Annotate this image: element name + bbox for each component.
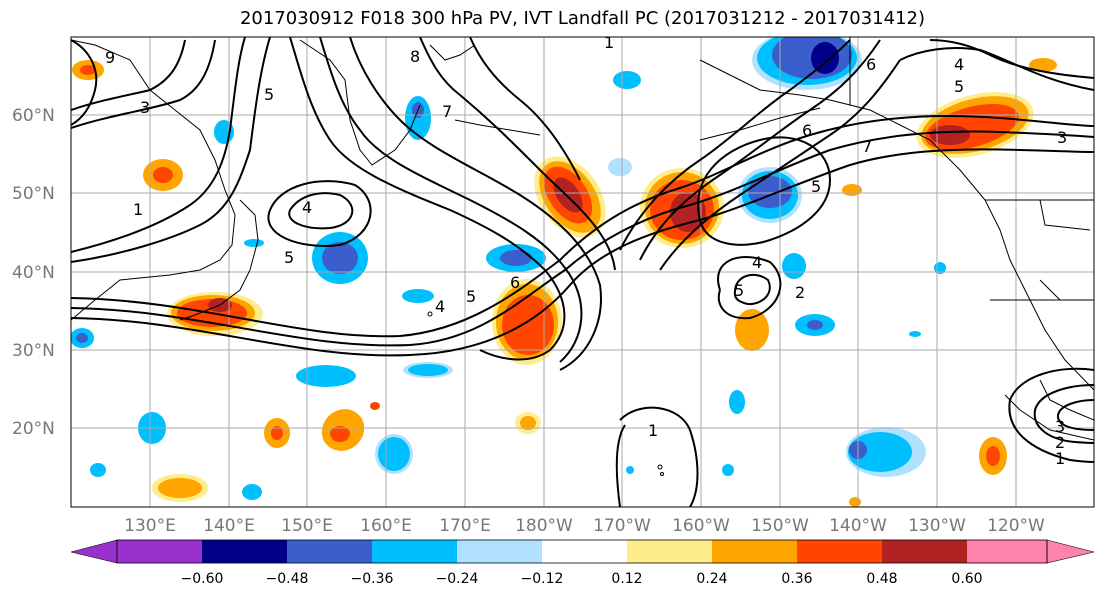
contour-label: 4 — [435, 297, 445, 316]
pv-contours — [71, 37, 1094, 507]
contour-label: 4 — [752, 253, 762, 272]
contour-label: 3 — [1055, 417, 1065, 436]
contour-label: 8 — [410, 47, 420, 66]
lon-label: 130°W — [908, 516, 966, 536]
contour-label: 1 — [1055, 449, 1065, 468]
contour-label: 6 — [866, 55, 876, 74]
colorbar-extend-high — [1046, 539, 1095, 564]
lon-label: 160°E — [360, 516, 412, 536]
contour-label: 5 — [284, 248, 294, 267]
colorbar-tick-label: −0.12 — [521, 571, 564, 587]
contour-label: 6 — [802, 121, 812, 140]
lat-label: 20°N — [12, 419, 55, 439]
lon-label: 160°W — [672, 516, 730, 536]
colorbar-tick-label: 0.60 — [951, 571, 982, 587]
colorbar-swatch — [797, 540, 882, 563]
colorbar-tick-label: −0.24 — [436, 571, 479, 587]
lon-label: 170°E — [439, 516, 491, 536]
colorbar-extend-low — [70, 539, 118, 564]
lon-label: 140°E — [203, 516, 255, 536]
contour-label: 5 — [954, 77, 964, 96]
colorbar-swatch — [712, 540, 797, 563]
contour-label: 1 — [133, 200, 143, 219]
contour-label: 4 — [954, 55, 964, 74]
contour-labels: 1 1 1 1 2 2 3 3 3 4 4 4 4 5 5 5 5 5 5 6 … — [105, 33, 1067, 468]
lon-label: 170°W — [593, 516, 651, 536]
longitude-labels: 130°E 140°E 150°E 160°E 170°E 180°W 170°… — [124, 516, 1045, 536]
lat-label: 30°N — [12, 341, 55, 361]
lat-label: 60°N — [12, 106, 55, 126]
contour-label: 7 — [442, 102, 452, 121]
contour-label: 3 — [140, 98, 150, 117]
contour-label: 6 — [510, 273, 520, 292]
lon-label: 120°W — [987, 516, 1045, 536]
map-title: 2017030912 F018 300 hPa PV, IVT Landfall… — [239, 8, 926, 29]
colorbar-swatch — [882, 540, 967, 563]
contour-label: 1 — [648, 421, 658, 440]
lon-label: 140°W — [829, 516, 887, 536]
colorbar-swatch — [967, 540, 1047, 563]
gridlines — [71, 37, 1094, 507]
contour-label: 5 — [734, 281, 744, 300]
lon-label: 150°E — [281, 516, 333, 536]
colorbar-tick-label: −0.36 — [351, 571, 394, 587]
colorbar-tick-label: 0.36 — [781, 571, 812, 587]
colorbar-tick-label: 0.12 — [611, 571, 642, 587]
lon-label: 180°W — [515, 516, 573, 536]
contour-label: 5 — [264, 85, 274, 104]
colorbar-tick-label: 0.24 — [696, 571, 727, 587]
colorbar-swatch — [372, 540, 457, 563]
colorbar-tick-label: 0.48 — [866, 571, 897, 587]
contour-label: 5 — [466, 287, 476, 306]
colorbar: −0.60 −0.48 −0.36 −0.24 −0.12 0.12 0.24 … — [70, 539, 1095, 587]
colorbar-swatch — [542, 540, 627, 563]
latitude-labels: 60°N 50°N 40°N 30°N 20°N — [12, 106, 55, 439]
lat-label: 40°N — [12, 263, 55, 283]
contour-label: 9 — [105, 48, 115, 67]
contour-label: 4 — [302, 198, 312, 217]
colorbar-tick-label: −0.60 — [181, 571, 224, 587]
colorbar-swatch — [457, 540, 542, 563]
colorbar-swatch — [202, 540, 287, 563]
colorbar-swatch — [287, 540, 372, 563]
colorbar-swatch — [627, 540, 712, 563]
contour-label: 2 — [795, 283, 805, 302]
lon-label: 130°E — [124, 516, 176, 536]
map-border — [70, 36, 1095, 508]
contour-label: 2 — [1055, 433, 1065, 452]
lat-label: 50°N — [12, 184, 55, 204]
lon-label: 150°W — [751, 516, 809, 536]
contour-label: 7 — [862, 137, 872, 156]
colorbar-tick-label: −0.48 — [266, 571, 309, 587]
contour-label: 1 — [604, 33, 614, 52]
colorbar-swatch — [117, 540, 202, 563]
contour-label: 3 — [1057, 128, 1067, 147]
contour-label: 5 — [811, 177, 821, 196]
coastlines — [71, 37, 1094, 476]
